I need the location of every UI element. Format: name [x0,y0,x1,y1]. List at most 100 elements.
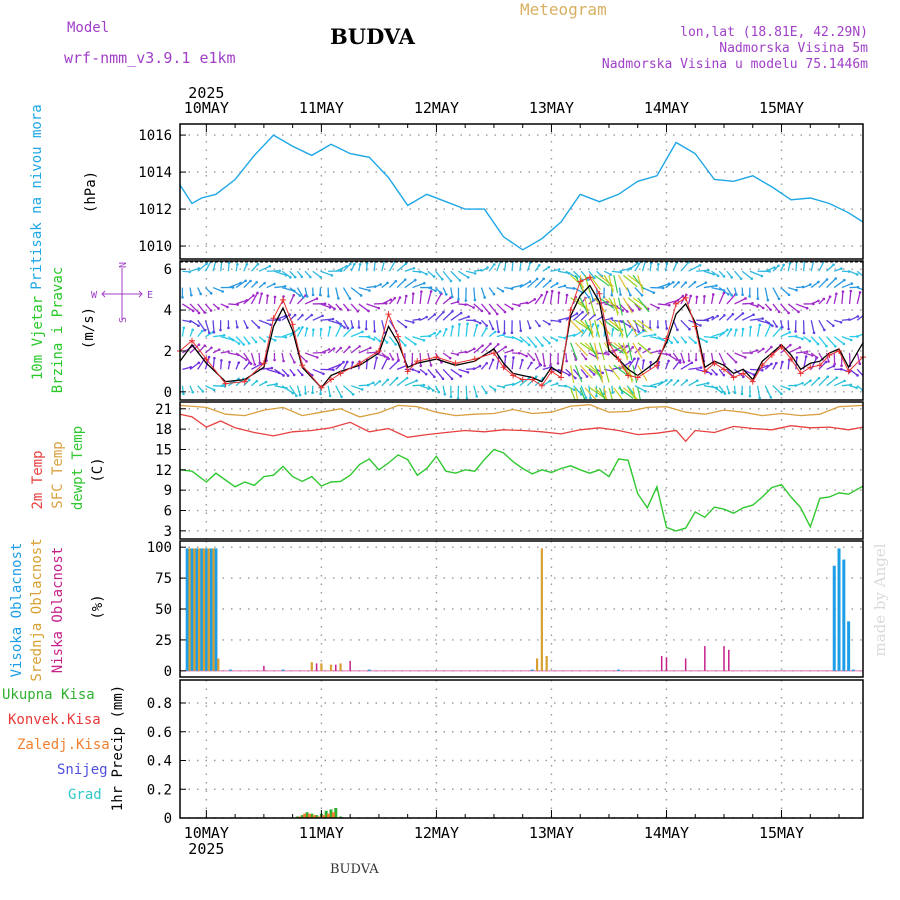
wind-arrow-head [319,392,322,396]
wind-arrow-head [357,326,361,329]
wind-arrow-head [681,294,685,298]
wind-arrow-head [472,347,476,351]
wind-arrow-strong [622,342,628,361]
wind-arrow-head [537,263,541,267]
wind-arrow [465,348,475,354]
wind-arrow-head [812,331,816,335]
wind-arrow-head [730,276,734,279]
wind-arrow [434,368,444,380]
panel-frames [179,123,864,819]
y-tick-label: 9 [164,483,172,499]
wind-arrow-head [802,331,806,335]
wind-gust-marker [529,376,536,383]
wind-arrow-strong [589,387,605,399]
wind-arrow-head [450,295,454,299]
wind-arrow-head [827,360,830,363]
wind-arrow [749,327,752,337]
wind-arrow-head [301,296,305,299]
wind-arrow-strong [617,320,624,338]
wind-arrow [243,336,250,344]
wind-arrow-strong [608,275,614,293]
wind-arrow-head [181,296,184,299]
wind-arrow [833,279,845,289]
wind-arrow [619,303,628,313]
wind-arrow-head [548,322,551,326]
wind-arrow-head [657,306,660,310]
wind-arrow-head [394,343,397,346]
wind-arrow-head [293,275,297,279]
wind-arrow-head [777,297,781,301]
wind-arrow-head [478,364,482,368]
y-tick-label: 6 [164,504,172,520]
wind-arrow [480,385,487,394]
conv-precip-label: Konvek.Kisa [8,712,101,728]
wind-arrow-strong [622,274,638,288]
wind-arrow-strong [613,297,619,316]
y-tick-label: 0.2 [147,782,172,798]
wind-arrow [342,319,349,329]
wind-arrow [672,262,678,272]
wind-arrow-head [209,309,213,312]
wind-gust-marker [567,307,574,314]
wind-arrow-head [748,394,752,398]
wind-arrow-head [773,266,776,269]
wind-arrow-head [372,381,375,385]
wind-arrow [642,348,650,354]
wind-arrow [396,279,406,289]
wind-arrow-head [789,343,792,347]
wind-arrow-strong [594,274,610,287]
wind-arrow [496,261,502,272]
wind-arrow-head [414,342,417,346]
wind-arrow-head [368,289,371,292]
wind-arrow-head [735,293,738,296]
wind-arrow-head [850,282,854,285]
wind-arrow-head [356,309,360,313]
wind-arrow [542,280,551,289]
wind-arrow-head [693,280,697,284]
wind-arrow [312,368,324,375]
wind-arrow [826,377,838,387]
precip-bar [324,810,328,818]
wind-arrow-head [703,295,706,298]
wind-arrow [649,262,652,272]
wind-arrow [228,352,239,356]
wind-arrow [312,315,323,321]
wind-arrow-strong [632,274,645,290]
cloud-bar [320,663,323,671]
wind-arrow [350,287,362,296]
wind-arrow-head [525,354,528,358]
wind-arrow-head [386,378,390,382]
wind-arrow [519,320,522,331]
wind-arrow-head [543,364,546,368]
wind-arrow [672,360,681,370]
wind-arrow-head [611,391,614,394]
wind-arrow [580,368,588,377]
wind-arrow [220,336,234,341]
wind-arrow [703,316,713,321]
wind-arrow-head [795,288,798,292]
wind-arrow-head [292,293,296,297]
wind-arrow-strong [584,364,601,376]
wind-arrow [258,352,261,363]
wind-arrow [320,303,331,309]
wind-arrow-head [242,343,246,346]
t2m-temp-line [179,413,864,443]
wind-arrow-head [375,356,378,360]
wind-arrow-head [620,391,624,395]
wind-arrow-head [825,344,828,348]
wind-arrow-head [550,289,554,293]
wind-arrow-head [315,297,319,300]
wind-arrow-head [556,362,560,365]
snow-label: Snijeg [57,762,108,778]
wind-arrow [856,314,863,321]
wind-arrow [197,345,206,354]
wind-arrow-head [378,339,381,343]
wind-arrow-head [777,310,781,314]
wind-arrow [442,270,452,282]
wind-arrow-head [493,388,497,392]
wind-arrow [243,362,250,370]
wind-arrow-head [481,344,484,347]
wind-arrow-strong [603,387,608,400]
wind-arrow-strong [627,365,633,383]
wind-arrow-head [687,359,691,362]
